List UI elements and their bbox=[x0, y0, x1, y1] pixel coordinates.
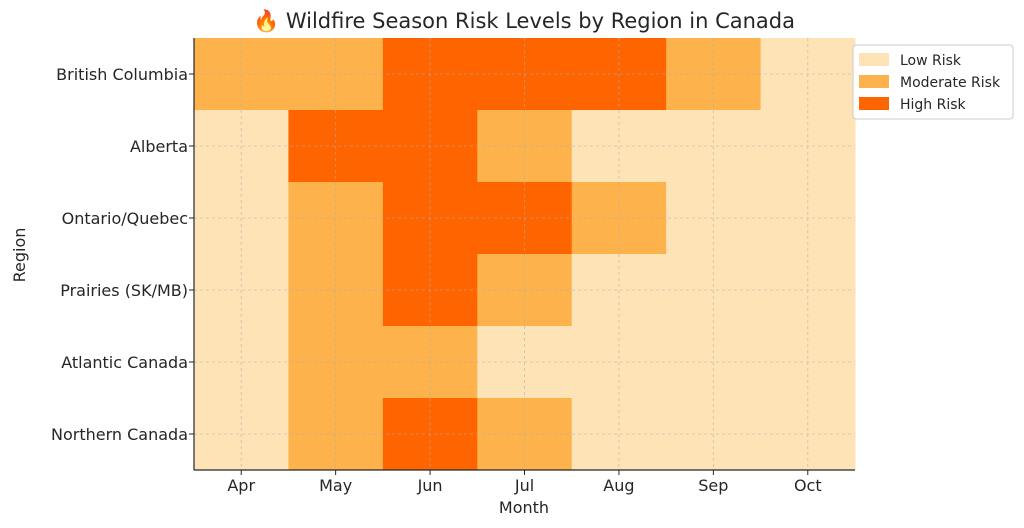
y-tick-label-prairies-sk-mb: Prairies (SK/MB) bbox=[60, 281, 188, 300]
x-tick-label-apr: Apr bbox=[227, 476, 255, 495]
legend-label-high-risk: High Risk bbox=[900, 97, 967, 113]
x-tick-label-sep: Sep bbox=[698, 476, 728, 495]
y-tick-label-northern-canada: Northern Canada bbox=[51, 425, 188, 444]
x-axis-ticks: Apr May Jun Jul Aug Sep Oct bbox=[227, 470, 822, 495]
legend-swatch-moderate-risk bbox=[859, 75, 889, 88]
legend: Low Risk Moderate Risk High Risk bbox=[852, 44, 1014, 120]
y-axis-ticks: British Columbia Alberta Ontario/Quebec Pra… bbox=[51, 65, 194, 444]
y-axis-label: Region bbox=[10, 228, 29, 283]
legend-label-low-risk: Low Risk bbox=[900, 53, 962, 69]
x-tick-label-aug: Aug bbox=[603, 476, 634, 495]
y-tick-label-british-columbia: British Columbia bbox=[56, 65, 188, 84]
chart-title: 🔥 Wildfire Season Risk Levels by Region … bbox=[253, 8, 795, 33]
y-tick-label-ontario-quebec: Ontario/Quebec bbox=[62, 209, 188, 228]
x-tick-label-jul: Jul bbox=[514, 476, 534, 495]
legend-swatch-low-risk bbox=[859, 53, 889, 66]
grid-lines bbox=[194, 38, 855, 470]
legend-box bbox=[852, 44, 1014, 120]
legend-label-moderate-risk: Moderate Risk bbox=[900, 75, 1001, 91]
legend-swatch-high-risk bbox=[859, 97, 889, 110]
y-tick-label-alberta: Alberta bbox=[130, 137, 188, 156]
x-tick-label-jun: Jun bbox=[417, 476, 443, 495]
x-tick-label-may: May bbox=[319, 476, 352, 495]
x-axis-label: Month bbox=[499, 498, 549, 517]
y-tick-label-atlantic-canada: Atlantic Canada bbox=[61, 353, 188, 372]
x-tick-label-oct: Oct bbox=[794, 476, 822, 495]
